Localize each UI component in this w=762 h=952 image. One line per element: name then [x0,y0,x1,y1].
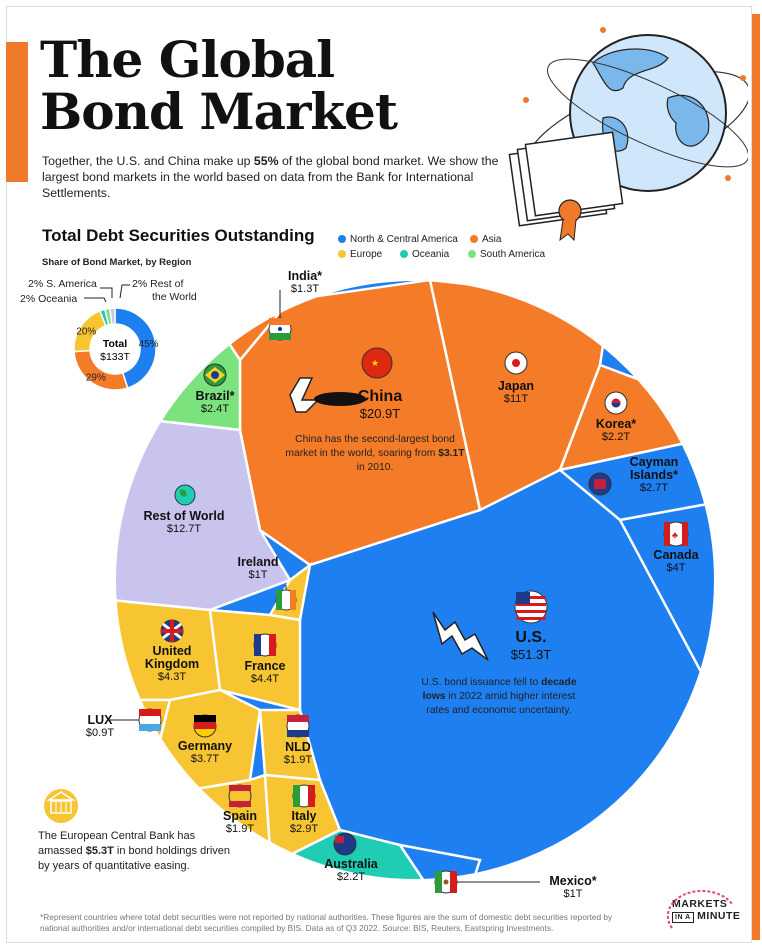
label-china: China $20.9T [357,388,403,421]
accent-bar-right [752,14,760,940]
subtitle: Together, the U.S. and China make up 55%… [42,154,499,200]
mexico-flag-icon [434,870,458,894]
accent-bar-left [6,42,28,182]
donut-segment [114,307,157,389]
lux-flag-icon [138,708,162,732]
legend-item-na: North & Central America [338,234,458,245]
uk-flag-icon [160,619,184,643]
label-mexico: Mexico* $1T [549,874,597,901]
brand-logo: MARKETS IN A MINUTE [666,890,740,929]
svg-text:♣: ♣ [672,530,678,540]
italy-flag-icon [292,784,316,808]
cayman-flag-icon [588,472,612,496]
legend-swatch [338,250,346,258]
ireland-flag-icon [275,589,297,611]
legend-item-oceania: Oceania [400,249,449,260]
label-germany: Germany $3.7T [177,739,233,766]
label-brazil: Brazil* $2.4T [195,389,235,416]
japan-flag-icon [504,351,528,375]
label-australia: Australia $2.2T [324,857,378,884]
region-donut-chart: 45% 29% 20% Total$133T [73,307,159,391]
donut-label-oceania: 2% Oceania [20,293,78,305]
label-spain: Spain $1.9T [222,809,258,836]
globe-illustration [508,27,748,242]
china-flag-icon: ★ [361,347,393,379]
label-france: France $4.4T [244,659,286,686]
cell-cayman [557,438,715,522]
legend-swatch [468,250,476,258]
label-uk: United Kingdom $4.3T [144,644,200,684]
label-ireland: Ireland $1T [237,555,279,582]
australia-flag-icon [333,832,357,856]
page-title: The Global Bond Market [40,30,398,141]
china-note: China has the second-largest bond market… [285,434,465,473]
brand-ring-icon [666,890,733,929]
legend-item-asia: Asia [470,234,501,245]
donut-center-label: Total [103,338,127,350]
label-us: U.S. $51.3T [510,629,552,662]
donut-segment [109,307,116,326]
cell-row [115,418,292,612]
label-korea: Korea* $2.2T [595,417,637,444]
section-title: Total Debt Securities Outstanding [42,226,315,245]
label-nld: NLD $1.9T [283,740,313,767]
footnote: *Represent countries where total debt se… [40,912,613,933]
legend-swatch [470,235,478,243]
rising-chart-icon [289,377,366,413]
bank-building-icon [44,789,78,823]
donut-label-rest: 2% Rest of the World [132,278,197,303]
france-flag-icon [253,633,277,657]
spain-flag-icon [228,784,252,808]
svg-text:★: ★ [371,358,379,368]
legend-item-samerica: South America [468,249,545,260]
brazil-flag-icon [203,363,227,387]
donut-segment-label: 29% [86,373,106,384]
legend-swatch [338,235,346,243]
us-note: U.S. bond issuance fell to decade lows i… [421,677,577,716]
falling-chart-icon [432,611,489,661]
donut-segment-label: 45% [139,339,159,350]
label-cayman: Cayman Islands* $2.7T [629,455,679,495]
india-flag-icon [268,317,292,341]
label-japan: Japan $11T [497,379,535,406]
ecb-note: The European Central Bank has amassed $5… [38,830,231,872]
netherlands-flag-icon [286,714,310,738]
donut-segment-label: 20% [76,326,96,337]
label-rest-of-world: Rest of World $12.7T [143,509,225,536]
germany-flag-icon [193,714,217,738]
label-india: India* $1.3T [287,269,323,296]
legend-item-europe: Europe [338,249,382,260]
globe-icon [174,484,196,506]
donut-center-value: $133T [100,351,130,363]
canada-flag-icon: ♣ [663,521,689,547]
us-flag-icon [514,590,548,624]
legend-swatch [400,250,408,258]
cell-france [208,608,302,712]
label-italy: Italy $2.9T [289,809,319,836]
label-canada: Canada $4T [653,548,699,575]
cell-canada [618,498,715,672]
share-title: Share of Bond Market, by Region [42,257,192,268]
donut-label-samerica: 2% S. America [28,278,97,290]
korea-flag-icon [604,391,628,415]
label-lux: LUX $0.9T [85,713,115,740]
